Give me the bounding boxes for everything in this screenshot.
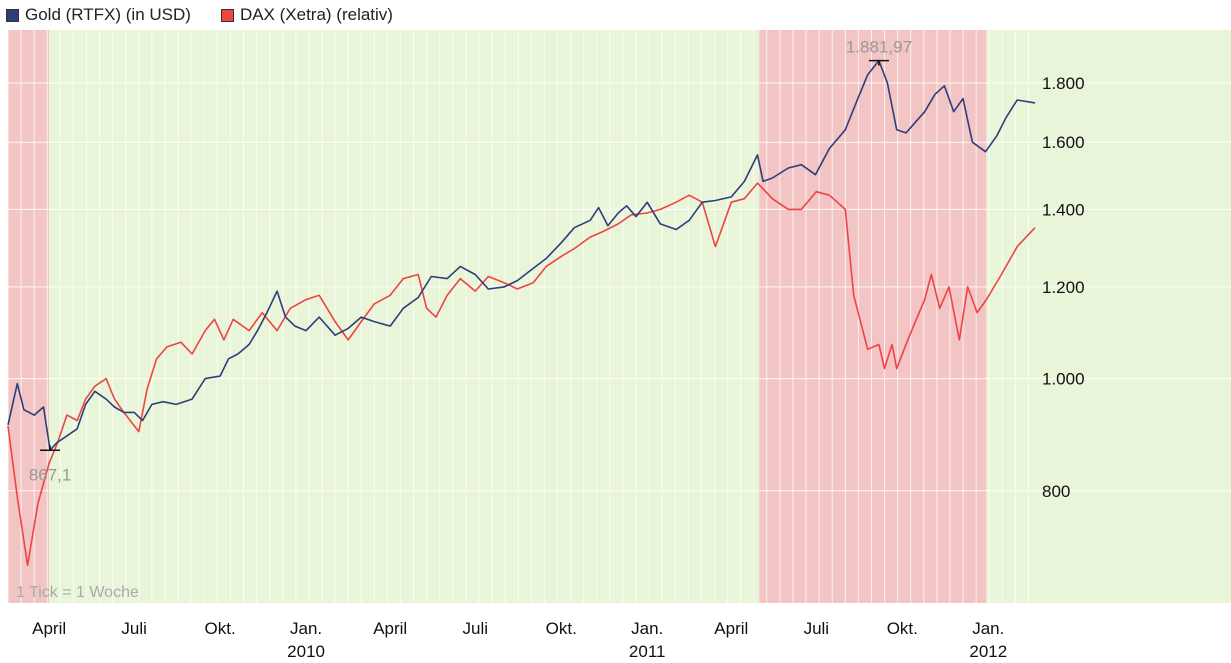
series-line-dax	[7, 182, 1036, 566]
series-lines	[7, 59, 1036, 566]
legend-label-dax: DAX (Xetra) (relativ)	[239, 5, 393, 24]
y-axis: 800 1.000 1.200 1.400 1.600 1.800	[1042, 74, 1085, 501]
x-tick-label: April	[32, 619, 66, 638]
x-tick-year-label: 2010	[287, 642, 325, 661]
x-tick-label: April	[373, 619, 407, 638]
background-band	[8, 30, 50, 603]
x-axis: April Juli Okt. Jan. 2010 April Juli Okt. Jan. 20…	[32, 619, 1007, 661]
x-tick-label: Jan.	[631, 619, 663, 638]
y-tick-label: 1.000	[1042, 370, 1085, 389]
background-band	[986, 30, 1231, 603]
background-band	[49, 30, 760, 603]
annotations: 867,1 1.881,97	[29, 38, 912, 485]
background-band	[759, 30, 987, 603]
y-tick-label: 1.600	[1042, 133, 1085, 152]
x-tick-label: Juli	[462, 619, 488, 638]
legend-entry-gold[interactable]: Gold (RTFX) (in USD)	[6, 5, 191, 25]
x-tick-year-label: 2011	[629, 642, 666, 661]
y-tick-label: 1.200	[1042, 278, 1085, 297]
x-tick-label: Okt.	[205, 619, 236, 638]
annotation-label: 1.881,97	[846, 38, 912, 57]
legend-swatch-dax	[220, 8, 234, 22]
x-tick-label: Jan.	[972, 619, 1004, 638]
legend-swatch-gold	[6, 8, 19, 22]
annotation-label: 867,1	[29, 465, 72, 484]
y-tick-label: 1.800	[1042, 74, 1085, 93]
x-tick-label: April	[714, 619, 748, 638]
y-tick-label: 1.400	[1042, 200, 1085, 219]
y-tick-label: 800	[1042, 482, 1070, 501]
x-tick-label: Juli	[804, 619, 830, 638]
x-tick-label: Juli	[121, 619, 147, 638]
chart-legend: Gold (RTFX) (in USD) DAX (Xetra) (relati…	[6, 3, 393, 27]
legend-entry-dax[interactable]: DAX (Xetra) (relativ)	[220, 5, 393, 25]
legend-label-gold: Gold (RTFX) (in USD)	[25, 5, 191, 24]
x-tick-year-label: 2012	[969, 642, 1007, 661]
background-bands	[8, 30, 1231, 603]
x-tick-label: Jan.	[290, 619, 322, 638]
x-tick-label: Okt.	[887, 619, 918, 638]
tick-note: 1 Tick = 1 Woche	[16, 584, 139, 601]
x-tick-label: Okt.	[546, 619, 577, 638]
series-line-gold	[7, 59, 1036, 452]
